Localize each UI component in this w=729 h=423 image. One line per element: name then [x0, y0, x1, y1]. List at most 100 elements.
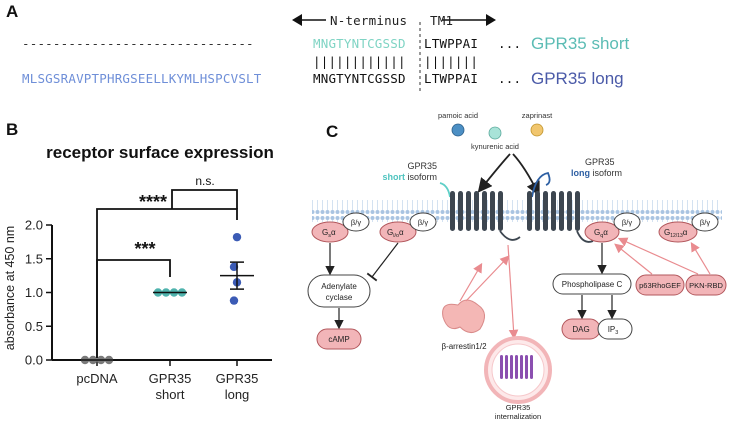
surface-expression-chart: receptor surface expression absorbance a…: [3, 143, 274, 402]
ip3-sub: 3: [615, 330, 618, 336]
significance-label: n.s.: [195, 174, 214, 188]
ligand-arrow-long: [512, 153, 540, 197]
significance-label: ****: [139, 192, 167, 212]
gio-g: G: [387, 228, 393, 237]
svg-text:short isoform: short isoform: [382, 172, 437, 182]
kynurenic-acid-icon: [488, 126, 502, 140]
gq-protein: Gqα β/γ: [584, 212, 641, 243]
y-axis-label: absorbance at 450 nm: [3, 226, 17, 350]
pkn-to-g1213-arrow: [690, 241, 711, 275]
short-isoform-title: GPR35: [407, 161, 437, 171]
long-isoform-suffix: isoform: [590, 168, 622, 178]
long-isoform-title: GPR35: [585, 157, 615, 167]
internalization-label-1: GPR35: [506, 403, 531, 412]
gio-alpha: α: [399, 228, 404, 237]
ligands: pamoic acid zaprinast kynurenic acid: [438, 111, 553, 151]
g1213-alpha: α: [683, 228, 688, 237]
long-isoform-word: long: [571, 168, 590, 178]
gio-protein: Gi/oα β/γ: [379, 212, 437, 243]
gs-g: G: [322, 228, 328, 237]
data-point: [229, 262, 239, 272]
cell-membrane: [312, 200, 722, 222]
kynurenic-acid-label: kynurenic acid: [471, 142, 519, 151]
short-seq-nterm: MNGTYNTCGSSD: [313, 36, 406, 51]
zaprinast-icon: [530, 123, 544, 137]
phospholipase-c: Phospholipase C: [552, 273, 632, 295]
panel-c-label: C: [326, 122, 339, 141]
alignment-bars-tm: |||||||: [424, 54, 479, 69]
adenylate-label: Adenylate: [321, 282, 357, 291]
short-dashes: ------------------------------: [22, 36, 254, 51]
long-seq-prefix: MLSGSRAVPTPHRGSEELLKYMLHSPCVSLT: [22, 71, 262, 86]
p63-label: p63RhoGEF: [639, 281, 681, 290]
receptor-short: [439, 182, 521, 241]
tm-boundary-line: [419, 22, 421, 94]
adenylate-cyclase: Adenylate cyclase: [307, 274, 371, 308]
internalization-label-2: internalization: [495, 412, 541, 421]
g1213-protein: G12/13α β/γ: [658, 212, 719, 243]
y-tick-label: 0.0: [25, 353, 43, 368]
x-tick-label: long: [225, 387, 250, 402]
pamoic-acid-icon: [451, 123, 465, 137]
gs-alpha: α: [331, 228, 336, 237]
short-seq-tm: LTWPPAI: [424, 36, 479, 51]
long-ellipsis: ...: [498, 71, 522, 86]
svg-text:Gi/oα: Gi/oα: [387, 228, 404, 239]
long-seq-nterm: MNGTYNTCGSSD: [313, 71, 406, 86]
gq-beta-gamma: β/γ: [622, 218, 632, 227]
y-tick-label: 1.0: [25, 285, 43, 300]
pkn-label: PKN-RBD: [689, 281, 723, 290]
ip3-label: IP: [608, 325, 616, 334]
dag-node: DAG: [561, 318, 601, 340]
pkn-rbd-node: PKN-RBD: [685, 274, 727, 296]
long-seq-tm: LTWPPAI: [424, 71, 479, 86]
plc-label: Phospholipase C: [562, 280, 623, 289]
svg-text:Gsα: Gsα: [322, 228, 336, 239]
short-isoform-label: GPR35 short: [531, 34, 630, 53]
gpr35-signaling-diagram: pamoic acid zaprinast kynurenic acid GPR…: [307, 111, 727, 421]
x-tick-label: GPR35: [216, 371, 259, 386]
y-tick-label: 0.5: [25, 319, 43, 334]
camp-label: cAMP: [328, 335, 349, 344]
svg-text:IP3: IP3: [608, 325, 619, 336]
panel-b-label: B: [6, 120, 19, 139]
gs-beta-gamma: β/γ: [351, 218, 361, 227]
g1213-g: G: [664, 228, 670, 237]
significance-bracket: [96, 259, 171, 358]
gio-inhibit-ac: [366, 242, 399, 282]
p63rhogef-node: p63RhoGEF: [635, 274, 685, 296]
zaprinast-label: zaprinast: [522, 111, 553, 120]
dag-label: DAG: [572, 325, 589, 334]
arrestin-label: β-arrestin1/2: [441, 342, 487, 351]
svg-text:Gqα: Gqα: [594, 228, 608, 239]
gq-alpha: α: [603, 228, 608, 237]
data-point: [232, 232, 242, 242]
receptor-long: [527, 171, 594, 243]
short-ellipsis: ...: [498, 36, 522, 51]
x-tick-label: short: [156, 387, 185, 402]
short-isoform-suffix: isoform: [405, 172, 437, 182]
short-isoform-word: short: [382, 172, 405, 182]
internalization-arrow: [507, 244, 519, 340]
significance-bracket: [96, 208, 238, 358]
cyclase-label: cyclase: [326, 293, 353, 302]
gio-sub: i/o: [393, 233, 399, 239]
significance-label: ***: [134, 239, 155, 259]
ip3-node: IP3: [597, 318, 633, 340]
gio-beta-gamma: β/γ: [418, 218, 428, 227]
gs-protein: Gsα β/γ: [311, 212, 370, 243]
nterm-tm1-arrows: [292, 14, 496, 26]
significance-bracket: [171, 189, 238, 209]
pamoic-acid-label: pamoic acid: [438, 111, 478, 120]
y-tick-label: 2.0: [25, 218, 43, 233]
x-tick-label: pcDNA: [76, 371, 118, 386]
chart-title: receptor surface expression: [46, 143, 274, 162]
svg-text:long isoform: long isoform: [571, 168, 622, 178]
endosome: GPR35 internalization: [484, 336, 552, 421]
arrestin-arrow-2: [465, 255, 510, 302]
long-isoform-label: GPR35 long: [531, 69, 624, 88]
p63-to-gq-arrow: [614, 243, 653, 275]
g1213-sub: 12/13: [670, 233, 683, 239]
ligand-arrow-short: [477, 153, 511, 193]
gq-sub: q: [600, 233, 603, 239]
